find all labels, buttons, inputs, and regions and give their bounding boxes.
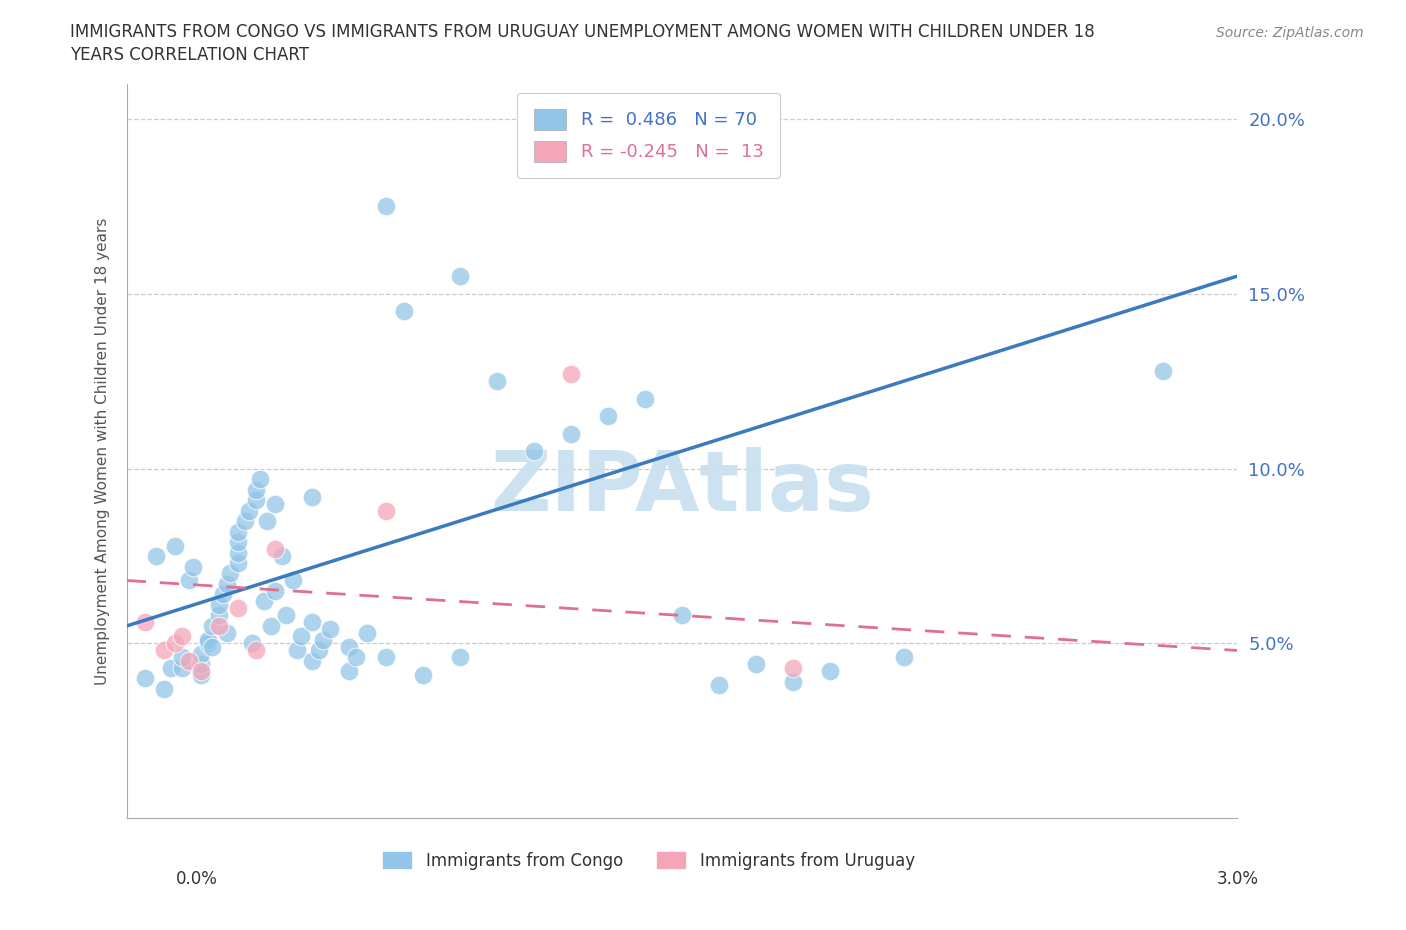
Point [596, 408, 619, 423]
Point [190, 646, 212, 661]
Point [215, 626, 238, 641]
Point [560, 366, 582, 381]
Text: 3.0%: 3.0% [1216, 870, 1258, 887]
Point [893, 650, 915, 665]
Point [249, 472, 271, 486]
Point [285, 643, 308, 658]
Point [226, 555, 249, 570]
Point [263, 541, 285, 556]
Point [201, 640, 224, 655]
Point [197, 636, 219, 651]
Point [208, 618, 231, 633]
Point [301, 615, 323, 630]
Point [208, 608, 231, 623]
Point [242, 636, 264, 651]
Point [374, 503, 396, 518]
Point [671, 608, 693, 623]
Point [374, 199, 396, 214]
Legend: Immigrants from Congo, Immigrants from Uruguay: Immigrants from Congo, Immigrants from U… [375, 844, 921, 876]
Point [281, 573, 305, 588]
Text: ZIPAtlas: ZIPAtlas [489, 447, 875, 528]
Point [256, 513, 278, 528]
Point [245, 643, 267, 658]
Point [782, 674, 804, 689]
Point [308, 643, 330, 658]
Point [263, 583, 285, 598]
Point [394, 304, 416, 319]
Point [163, 538, 186, 553]
Point [560, 426, 582, 441]
Point [312, 632, 335, 647]
Point [271, 549, 294, 564]
Point [208, 598, 231, 613]
Point [263, 496, 285, 511]
Point [252, 594, 274, 609]
Text: YEARS CORRELATION CHART: YEARS CORRELATION CHART [70, 46, 309, 64]
Point [356, 626, 378, 641]
Text: Source: ZipAtlas.com: Source: ZipAtlas.com [1216, 26, 1364, 40]
Point [412, 668, 434, 683]
Point [337, 640, 360, 655]
Point [152, 682, 174, 697]
Point [172, 660, 194, 675]
Point [197, 632, 219, 647]
Point [172, 629, 194, 644]
Point [233, 513, 256, 528]
Point [172, 650, 194, 665]
Point [782, 660, 804, 675]
Point [179, 573, 201, 588]
Point [226, 525, 249, 539]
Point [245, 482, 267, 497]
Point [219, 566, 242, 581]
Y-axis label: Unemployment Among Women with Children Under 18 years: Unemployment Among Women with Children U… [94, 218, 110, 684]
Point [226, 545, 249, 560]
Point [337, 664, 360, 679]
Point [449, 269, 471, 284]
Point [374, 650, 396, 665]
Point [201, 618, 224, 633]
Text: IMMIGRANTS FROM CONGO VS IMMIGRANTS FROM URUGUAY UNEMPLOYMENT AMONG WOMEN WITH C: IMMIGRANTS FROM CONGO VS IMMIGRANTS FROM… [70, 23, 1095, 41]
Point [152, 643, 174, 658]
Point [190, 657, 212, 671]
Point [274, 608, 297, 623]
Point [634, 392, 657, 406]
Point [215, 577, 238, 591]
Point [523, 444, 546, 458]
Point [163, 636, 186, 651]
Point [260, 618, 283, 633]
Point [160, 660, 183, 675]
Point [179, 654, 201, 669]
Point [145, 549, 167, 564]
Point [245, 493, 267, 508]
Point [301, 654, 323, 669]
Point [1152, 363, 1174, 378]
Text: 0.0%: 0.0% [176, 870, 218, 887]
Point [190, 668, 212, 683]
Point [190, 664, 212, 679]
Point [226, 601, 249, 616]
Point [181, 559, 204, 574]
Point [707, 678, 730, 693]
Point [449, 650, 471, 665]
Point [290, 629, 312, 644]
Point [319, 622, 342, 637]
Point [818, 664, 841, 679]
Point [301, 489, 323, 504]
Point [134, 671, 156, 686]
Point [485, 374, 508, 389]
Point [226, 535, 249, 550]
Point [745, 657, 768, 671]
Point [238, 503, 260, 518]
Point [211, 587, 233, 602]
Point [344, 650, 367, 665]
Point [134, 615, 156, 630]
